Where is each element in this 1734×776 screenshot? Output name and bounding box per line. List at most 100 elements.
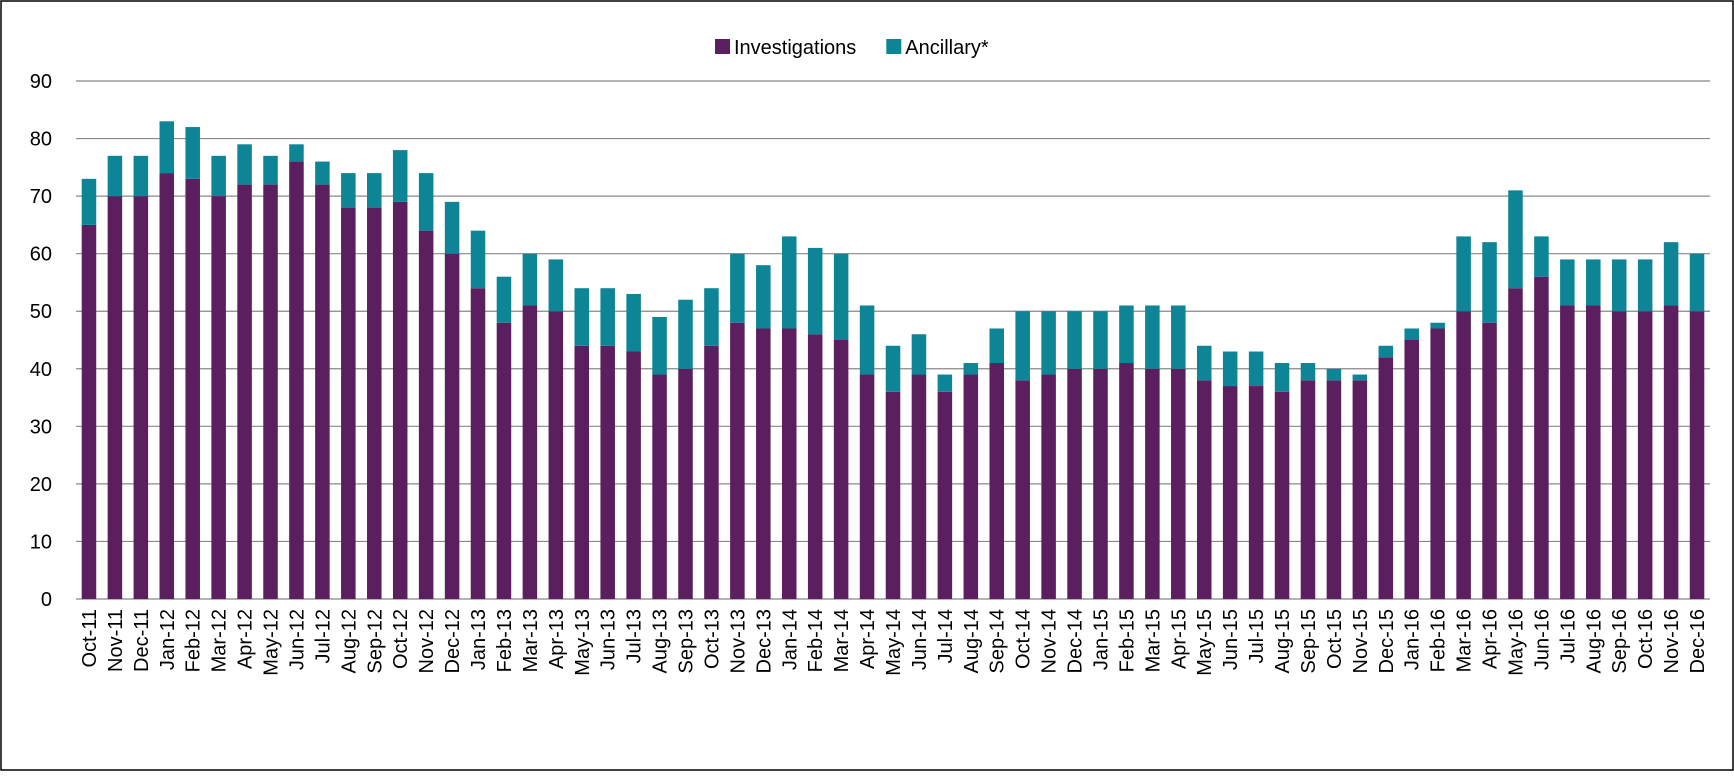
- bar-segment: [1352, 380, 1368, 599]
- x-tick-label: Jul-12: [312, 609, 334, 663]
- x-tick-label: Aug-12: [338, 609, 360, 674]
- x-tick-label: Apr-16: [1480, 609, 1502, 669]
- bar-segment: [911, 334, 927, 375]
- bar-segment: [1560, 305, 1575, 599]
- x-tick-label: Oct-11: [79, 609, 101, 668]
- y-tick-label: 10: [30, 531, 52, 553]
- bar-segment: [1326, 368, 1342, 381]
- x-tick-label: Dec-14: [1065, 609, 1087, 673]
- bar-segment: [911, 374, 927, 599]
- bar-segment: [1560, 259, 1575, 306]
- bar-segment: [1015, 380, 1030, 599]
- x-tick-label: Mar-14: [831, 609, 853, 672]
- x-tick-label: Feb-15: [1116, 609, 1138, 672]
- bar-segment: [678, 299, 693, 369]
- x-tick-label: Oct-15: [1324, 609, 1346, 669]
- legend-label: Investigations: [734, 37, 856, 59]
- y-tick-label: 60: [30, 244, 52, 266]
- bar-segment: [444, 201, 460, 254]
- x-tick-label: Nov-15: [1350, 609, 1372, 673]
- bar-segment: [1145, 305, 1160, 369]
- bar-segment: [1093, 311, 1108, 369]
- bar-segment: [600, 345, 615, 599]
- x-tick-label: Mar-12: [209, 609, 231, 672]
- bar-segment: [367, 173, 382, 208]
- bar-segment: [989, 363, 1005, 599]
- bar-segment: [1196, 345, 1212, 381]
- bar-segment: [392, 201, 408, 599]
- bar-segment: [418, 173, 434, 231]
- bar-segment: [1041, 311, 1056, 375]
- x-tick-label: Mar-16: [1454, 609, 1476, 672]
- x-tick-label: Nov-16: [1661, 609, 1683, 673]
- bar-segment: [341, 173, 356, 208]
- bar-segment: [107, 196, 123, 599]
- bar-segment: [367, 207, 382, 599]
- x-tick-label: May-16: [1505, 609, 1527, 676]
- bar-segment: [1404, 328, 1419, 340]
- bar-segment: [1352, 374, 1368, 381]
- x-tick-label: Jan-15: [1090, 609, 1112, 670]
- bar-segment: [1119, 363, 1134, 599]
- x-tick-label: May-15: [1194, 609, 1216, 676]
- bar-segment: [626, 351, 641, 599]
- bar-segment: [833, 340, 849, 599]
- bar-segment: [574, 288, 590, 346]
- bar-segment: [496, 276, 512, 323]
- bar-segment: [1222, 386, 1238, 599]
- x-tick-label: Sep-13: [676, 609, 698, 674]
- x-tick-label: Apr-12: [235, 609, 257, 669]
- bar-segment: [1508, 288, 1523, 599]
- bar-segment: [1534, 236, 1549, 277]
- x-tick-label: Apr-15: [1168, 609, 1190, 669]
- x-tick-label: Feb-16: [1428, 609, 1450, 672]
- legend-swatch: [715, 39, 730, 54]
- bar-segment: [1093, 368, 1108, 599]
- x-tick-label: Apr-13: [546, 609, 568, 669]
- bar-segment: [600, 288, 615, 346]
- x-tick-label: Jan-16: [1402, 609, 1424, 670]
- x-tick-label: Dec-13: [753, 609, 775, 673]
- bar-segment: [626, 293, 641, 352]
- x-tick-label: Feb-13: [494, 609, 516, 672]
- bar-segment: [263, 155, 278, 185]
- bar-segment: [418, 230, 434, 599]
- bar-segment: [522, 253, 538, 306]
- x-tick-label: Oct-12: [390, 609, 412, 669]
- bar-segment: [522, 305, 538, 599]
- x-tick-label: Jun-12: [286, 609, 308, 670]
- x-tick-label: Aug-13: [650, 609, 672, 674]
- bar-segment: [1145, 368, 1160, 599]
- bar-segment: [159, 173, 175, 600]
- bar-segment: [678, 368, 693, 599]
- bar-segment: [315, 184, 330, 599]
- x-tick-label: Aug-16: [1583, 609, 1605, 674]
- bar-segment: [211, 155, 226, 197]
- bar-segment: [652, 316, 667, 375]
- bar-segment: [470, 288, 486, 599]
- x-tick-label: Jul-15: [1246, 609, 1268, 663]
- x-tick-label: May-12: [261, 609, 283, 676]
- bar-segment: [1689, 311, 1705, 599]
- bar-segment: [1300, 380, 1316, 599]
- bar-segment: [1171, 368, 1186, 599]
- bar-segment: [833, 253, 849, 340]
- bar-segment: [963, 374, 979, 599]
- bar-segment: [1015, 311, 1030, 381]
- bar-segment: [1119, 305, 1134, 364]
- x-tick-label: Jan-12: [157, 609, 179, 670]
- bar-segment: [704, 345, 719, 599]
- x-tick-label: Mar-13: [520, 609, 542, 672]
- bar-segment: [107, 155, 123, 197]
- x-tick-label: Jun-13: [598, 609, 620, 670]
- bar-segment: [548, 259, 564, 312]
- x-tick-label: Jul-13: [624, 609, 646, 663]
- bar-segment: [1222, 351, 1238, 387]
- bar-segment: [133, 155, 149, 197]
- bar-segment: [237, 184, 252, 599]
- x-tick-label: Apr-14: [857, 609, 879, 669]
- bar-segment: [185, 127, 200, 179]
- x-tick-label: Jun-16: [1531, 609, 1553, 670]
- x-tick-label: May-13: [572, 609, 594, 676]
- x-tick-label: Aug-15: [1272, 609, 1294, 674]
